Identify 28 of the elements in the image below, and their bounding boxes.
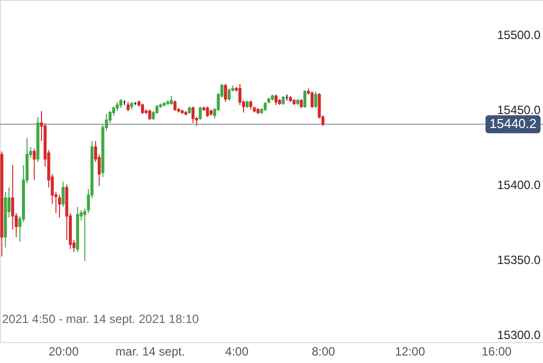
- candlestick: [198, 106, 202, 120]
- y-tick-label: 15400.0: [497, 178, 541, 192]
- x-tick-label: 4:00: [225, 344, 249, 358]
- candlestick: [310, 91, 314, 108]
- candlestick: [173, 100, 176, 112]
- candlestick: [62, 181, 65, 208]
- x-tick-label: 12:00: [394, 344, 426, 358]
- candlestick: [224, 84, 227, 102]
- y-tick-label: 15500.0: [497, 28, 541, 42]
- x-tick-label: 8:00: [312, 344, 336, 358]
- y-tick-label: 15300.0: [497, 328, 541, 342]
- x-tick-label: 20:00: [48, 344, 79, 358]
- y-tick-label: 15350.0: [497, 253, 541, 267]
- candlestick: [141, 103, 144, 114]
- candlestick: [58, 194, 62, 218]
- x-tick-label: 16:00: [482, 344, 512, 358]
- candlestick: [303, 90, 306, 108]
- ref-line-label: 15440.2: [490, 116, 536, 132]
- candlestick: [148, 109, 152, 120]
- x-tick-label: mar. 14 sept.: [116, 344, 185, 358]
- y-tick-label: 15450.0: [497, 103, 541, 117]
- candlestick: [314, 91, 318, 108]
- candlestick: [192, 106, 195, 124]
- candlestick: [274, 94, 278, 106]
- candlestick: [206, 106, 209, 118]
- candlestick: [228, 88, 231, 101]
- annotation: 2021 4:50 - mar. 14 sept. 2021 18:10: [2, 312, 200, 326]
- candlestick: [32, 148, 36, 180]
